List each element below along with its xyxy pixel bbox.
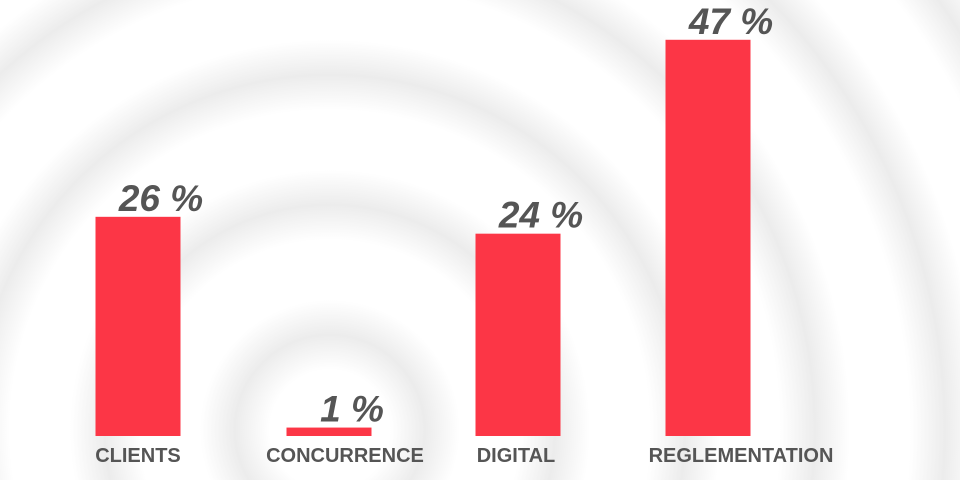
value-label: 26 % bbox=[118, 178, 203, 219]
value-label: 24 % bbox=[498, 195, 583, 236]
value-label: 1 % bbox=[320, 389, 384, 430]
category-label: DIGITAL bbox=[477, 445, 556, 467]
value-label: 47 % bbox=[688, 1, 773, 42]
category-label: CLIENTS bbox=[95, 445, 181, 467]
bar bbox=[286, 427, 372, 436]
category-label: REGLEMENTATION bbox=[649, 445, 834, 467]
bar bbox=[475, 233, 561, 436]
bar bbox=[95, 216, 181, 436]
bar bbox=[665, 39, 751, 436]
category-label: CONCURRENCE bbox=[266, 445, 424, 467]
